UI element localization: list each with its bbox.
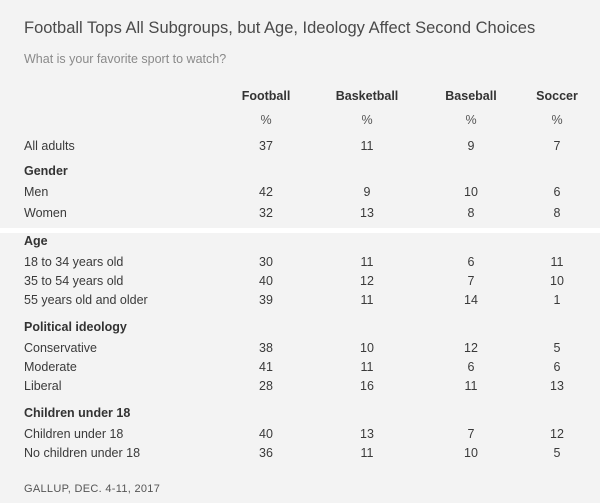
value-soccer: 8 (553, 206, 561, 220)
value-football: 38 (259, 341, 273, 355)
value-football: 37 (259, 139, 273, 153)
row-label: Men (24, 185, 49, 199)
table-row: All adults 37 11 9 7 (0, 136, 600, 156)
value-soccer: 10 (550, 274, 564, 288)
column-header-football: Football (241, 89, 291, 103)
value-basketball: 16 (360, 379, 374, 393)
table-row: Liberal 28 16 11 13 (0, 376, 600, 396)
value-baseball: 11 (464, 379, 478, 393)
table-row: Women 32 13 8 8 (0, 203, 600, 223)
group-heading: Political ideology (0, 317, 600, 337)
unit-football: % (260, 113, 272, 127)
value-soccer: 7 (553, 139, 561, 153)
group-label: Children under 18 (24, 406, 131, 420)
value-baseball: 6 (467, 255, 475, 269)
value-baseball: 12 (464, 341, 478, 355)
unit-basketball: % (361, 113, 373, 127)
row-label: 55 years old and older (24, 293, 148, 307)
table-row: Men 42 9 10 6 (0, 182, 600, 202)
value-basketball: 13 (360, 427, 374, 441)
value-baseball: 8 (467, 206, 475, 220)
value-baseball: 10 (464, 446, 478, 460)
value-baseball: 14 (464, 293, 478, 307)
value-soccer: 6 (553, 360, 561, 374)
source-note: GALLUP, DEC. 4-11, 2017 (24, 483, 161, 495)
column-header-row: Football Basketball Baseball Soccer (0, 86, 600, 106)
value-baseball: 10 (464, 185, 478, 199)
row-label: Conservative (24, 341, 97, 355)
unit-row: % % % % (0, 110, 600, 130)
value-football: 36 (259, 446, 273, 460)
group-label: Gender (24, 164, 68, 178)
value-soccer: 5 (553, 446, 561, 460)
row-label: No children under 18 (24, 446, 141, 460)
value-football: 40 (259, 427, 273, 441)
group-label: Political ideology (24, 320, 127, 334)
value-football: 41 (259, 360, 273, 374)
value-basketball: 9 (363, 185, 371, 199)
table-row: No children under 18 36 11 10 5 (0, 443, 600, 463)
unit-baseball: % (465, 113, 477, 127)
column-header-baseball: Baseball (445, 89, 497, 103)
value-football: 28 (259, 379, 273, 393)
row-label: 18 to 34 years old (24, 255, 124, 269)
row-label: Liberal (24, 379, 62, 393)
row-label: Women (24, 206, 67, 220)
value-football: 32 (259, 206, 273, 220)
figure-subtitle: What is your favorite sport to watch? (24, 52, 227, 66)
value-basketball: 11 (360, 293, 374, 307)
value-baseball: 9 (467, 139, 475, 153)
group-heading: Age (0, 231, 600, 251)
figure-title: Football Tops All Subgroups, but Age, Id… (24, 19, 536, 37)
column-header-soccer: Soccer (536, 89, 578, 103)
row-label: Moderate (24, 360, 77, 374)
value-football: 42 (259, 185, 273, 199)
column-header-basketball: Basketball (335, 89, 399, 103)
value-soccer: 1 (553, 293, 561, 307)
table-row: 35 to 54 years old 40 12 7 10 (0, 271, 600, 291)
group-label: Age (24, 234, 48, 248)
row-label: Children under 18 (24, 427, 124, 441)
value-baseball: 7 (467, 274, 475, 288)
group-heading: Children under 18 (0, 403, 600, 423)
value-soccer: 13 (550, 379, 564, 393)
section-divider (0, 228, 600, 233)
row-label: 35 to 54 years old (24, 274, 124, 288)
value-soccer: 11 (550, 255, 564, 269)
value-football: 40 (259, 274, 273, 288)
table-row: Moderate 41 11 6 6 (0, 357, 600, 377)
value-basketball: 11 (360, 139, 374, 153)
value-baseball: 7 (467, 427, 475, 441)
value-soccer: 12 (550, 427, 564, 441)
value-football: 39 (259, 293, 273, 307)
table-row: 55 years old and older 39 11 14 1 (0, 290, 600, 310)
unit-soccer: % (551, 113, 563, 127)
value-basketball: 11 (360, 360, 374, 374)
row-label: All adults (24, 139, 75, 153)
table-row: Children under 18 40 13 7 12 (0, 424, 600, 444)
table-row: Conservative 38 10 12 5 (0, 338, 600, 358)
value-basketball: 13 (360, 206, 374, 220)
value-soccer: 6 (553, 185, 561, 199)
value-basketball: 12 (360, 274, 374, 288)
value-basketball: 10 (360, 341, 374, 355)
value-basketball: 11 (360, 446, 374, 460)
table-row: 18 to 34 years old 30 11 6 11 (0, 252, 600, 272)
value-basketball: 11 (360, 255, 374, 269)
value-football: 30 (259, 255, 273, 269)
value-baseball: 6 (467, 360, 475, 374)
value-soccer: 5 (553, 341, 561, 355)
group-heading: Gender (0, 161, 600, 181)
